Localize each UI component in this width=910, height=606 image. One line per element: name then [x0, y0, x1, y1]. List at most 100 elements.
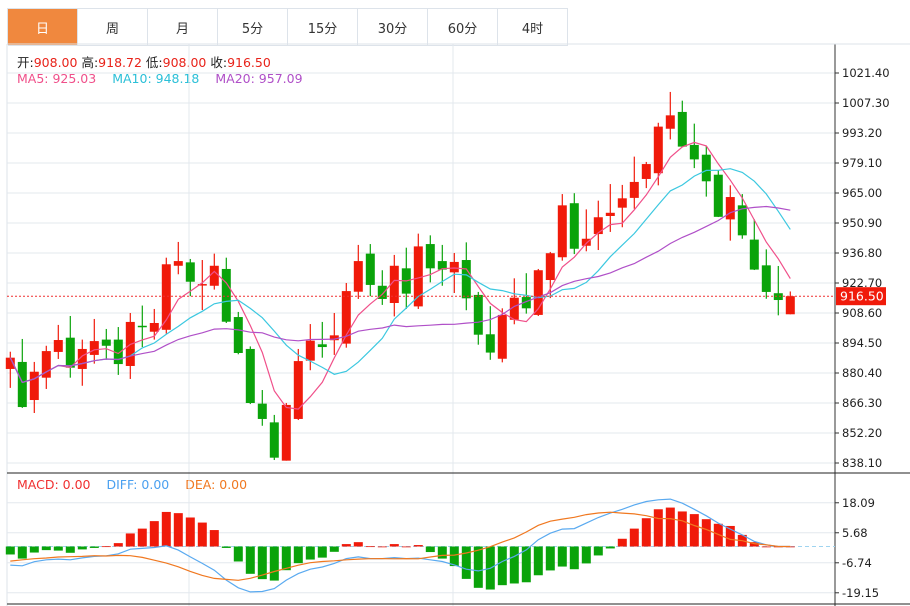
- candle-body: [173, 261, 183, 266]
- candle-body: [233, 317, 243, 353]
- macd-bar: [605, 546, 615, 549]
- candle-body: [341, 291, 351, 344]
- macd-bar: [89, 546, 99, 548]
- ma5-value: MA5: 925.03: [17, 71, 97, 86]
- macd-bar: [653, 509, 663, 547]
- candle-body: [473, 294, 483, 335]
- macd-bar: [497, 546, 507, 586]
- macd-bar: [209, 530, 219, 547]
- tab-2[interactable]: 月: [148, 9, 218, 46]
- candle-body: [389, 265, 399, 303]
- candle: [29, 361, 39, 413]
- ohlc-info: 开:908.00 高:918.72 低:908.00 收:916.50: [17, 52, 271, 71]
- macd-bar: [113, 543, 123, 547]
- price-axis-label: 936.80: [842, 246, 882, 260]
- macd-bar: [137, 528, 147, 547]
- candle: [101, 328, 111, 360]
- tab-0[interactable]: 日: [8, 9, 78, 46]
- macd-info: MACD: 0.00 DIFF: 0.00 DEA: 0.00: [17, 477, 247, 492]
- price-axis-label: 922.70: [842, 276, 882, 290]
- candle: [53, 324, 63, 359]
- tab-6[interactable]: 60分: [428, 9, 498, 46]
- macd-bar: [701, 519, 711, 547]
- candle: [413, 233, 423, 309]
- macd-bar: [449, 546, 459, 567]
- candle-body: [677, 111, 687, 147]
- macd-bar: [749, 542, 759, 547]
- macd-bar: [569, 546, 579, 570]
- candle: [761, 249, 771, 299]
- candle: [401, 247, 411, 309]
- candle-body: [113, 339, 123, 365]
- candle-body: [353, 261, 363, 292]
- macd-bar: [617, 538, 627, 547]
- candle-body: [641, 164, 651, 179]
- macd-bar: [413, 545, 423, 547]
- candle-body: [137, 325, 147, 328]
- period-tabs: 日周月 5分 15分 30分 60分 4时: [7, 8, 568, 46]
- candle: [113, 327, 123, 375]
- macd-bar: [149, 521, 159, 547]
- candle-body: [749, 239, 759, 270]
- macd-bar: [581, 546, 591, 564]
- macd-bar: [233, 546, 243, 562]
- tab-1[interactable]: 周: [78, 9, 148, 46]
- candle: [581, 209, 591, 252]
- open-value: 908.00: [33, 55, 78, 70]
- price-axis-label: 950.90: [842, 216, 882, 230]
- tab-5[interactable]: 30分: [358, 9, 428, 46]
- diff-value: DIFF: 0.00: [106, 477, 170, 492]
- ma20-line: [9, 205, 791, 384]
- candle: [449, 253, 459, 293]
- candle: [473, 291, 483, 345]
- candle-body: [293, 361, 303, 419]
- candle: [173, 241, 183, 275]
- candle: [89, 318, 99, 364]
- macd-bar: [329, 546, 339, 552]
- candle: [593, 200, 603, 251]
- macd-bar: [17, 546, 27, 559]
- candle-body: [557, 205, 567, 258]
- candle: [665, 91, 675, 140]
- macd-bar: [245, 546, 255, 574]
- candle: [713, 170, 723, 218]
- macd-bar: [257, 546, 267, 580]
- candle: [377, 270, 387, 305]
- macd-axis-label: -6.74: [842, 556, 872, 570]
- candle: [653, 122, 663, 186]
- candle-body: [377, 285, 387, 299]
- candle: [161, 257, 171, 334]
- candle-body: [101, 339, 111, 346]
- candle: [485, 306, 495, 360]
- macd-bar: [665, 507, 675, 547]
- dea-value: DEA: 0.00: [185, 477, 248, 492]
- candle: [569, 193, 579, 255]
- macd-bar: [269, 546, 279, 581]
- candle-body: [149, 323, 159, 332]
- tab-4[interactable]: 15分: [288, 9, 358, 46]
- candle-body: [269, 422, 279, 458]
- candle: [785, 291, 795, 315]
- candle-body: [545, 253, 555, 281]
- candle-body: [617, 198, 627, 208]
- macd-bar: [377, 546, 387, 548]
- tab-3[interactable]: 5分: [218, 9, 288, 46]
- candle-body: [221, 268, 231, 322]
- tab-7[interactable]: 4时: [498, 9, 568, 46]
- macd-bar: [293, 546, 303, 564]
- price-axis-label: 866.30: [842, 396, 882, 410]
- macd-bar: [677, 511, 687, 547]
- macd-bar: [5, 546, 15, 555]
- macd-bar: [713, 523, 723, 547]
- candle-body: [629, 181, 639, 198]
- candle-body: [41, 351, 51, 378]
- candle-body: [281, 404, 291, 461]
- macd-bar: [509, 546, 519, 584]
- macd-bar: [281, 546, 291, 571]
- candle: [221, 257, 231, 323]
- candle-body: [65, 337, 75, 368]
- candle: [329, 313, 339, 355]
- candle-body: [569, 203, 579, 249]
- candle-body: [425, 244, 435, 269]
